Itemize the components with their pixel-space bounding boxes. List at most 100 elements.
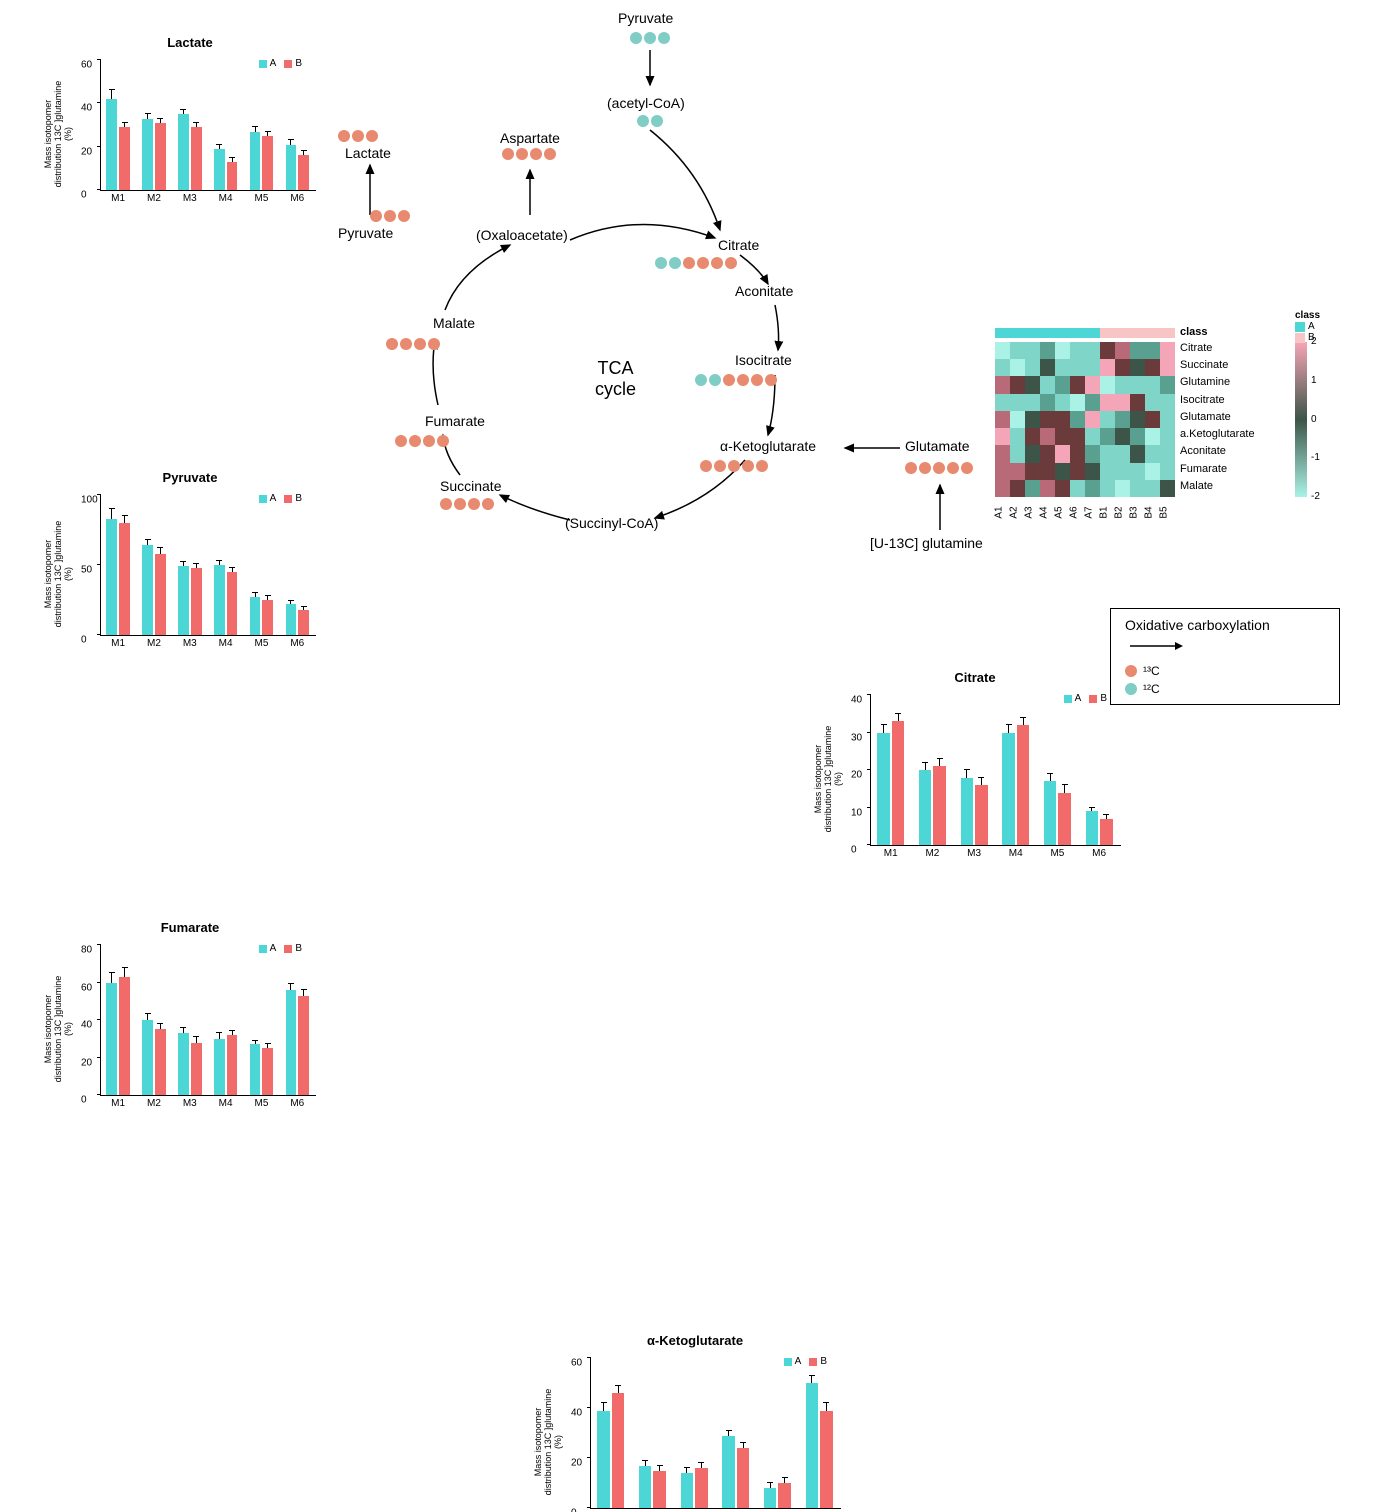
heatmap-cell bbox=[1160, 376, 1175, 393]
heatmap-cell bbox=[1040, 480, 1055, 497]
y-axis-label: Mass isotopomerdistribution 13C ]glutami… bbox=[813, 704, 843, 854]
x-tick: M4 bbox=[219, 1098, 233, 1109]
bar-b bbox=[612, 1393, 625, 1508]
y-tick: 30 bbox=[851, 732, 862, 743]
chart-legend: AB bbox=[1064, 693, 1115, 706]
y-tick: 10 bbox=[851, 807, 862, 818]
y-tick: 20 bbox=[81, 146, 92, 157]
isotope-dot-row bbox=[386, 338, 440, 350]
heatmap-cell bbox=[1085, 394, 1100, 411]
heatmap-cell bbox=[1070, 342, 1085, 359]
chart-aketo: α-KetoglutarateMass isotopomerdistributi… bbox=[545, 1333, 845, 1512]
node-citrate: Citrate bbox=[718, 237, 759, 253]
heatmap-cell bbox=[1145, 411, 1160, 428]
heatmap-cell bbox=[1100, 342, 1115, 359]
heatmap-cell bbox=[995, 411, 1010, 428]
heatmap-cell bbox=[1130, 359, 1145, 376]
heatmap-cell bbox=[1010, 342, 1025, 359]
heatmap-scale-tick: 0 bbox=[1311, 414, 1317, 425]
ox-carb-arrow-icon bbox=[1125, 639, 1185, 653]
bar-a bbox=[722, 1436, 735, 1509]
heatmap-cell bbox=[1160, 480, 1175, 497]
heatmap-row-label: Isocitrate bbox=[1180, 394, 1225, 406]
y-tick: 40 bbox=[81, 103, 92, 114]
chart-title: Citrate bbox=[825, 670, 1125, 685]
heatmap-cell bbox=[1115, 359, 1130, 376]
bar-b bbox=[1100, 819, 1113, 845]
x-tick: M4 bbox=[1009, 848, 1023, 859]
y-tick: 0 bbox=[571, 1508, 577, 1512]
bar-b bbox=[191, 568, 202, 635]
heatmap-cell bbox=[995, 463, 1010, 480]
isotope-dot-row bbox=[700, 460, 768, 472]
bar-a bbox=[877, 733, 890, 846]
bar-a bbox=[286, 604, 297, 635]
heatmap-cell bbox=[1085, 411, 1100, 428]
heatmap-cell bbox=[1025, 359, 1040, 376]
bar-a bbox=[142, 119, 153, 191]
heatmap-cell bbox=[1115, 342, 1130, 359]
heatmap-cell bbox=[1070, 394, 1085, 411]
heatmap-cell bbox=[1085, 445, 1100, 462]
bar-b bbox=[155, 123, 166, 190]
bar-a bbox=[250, 597, 261, 635]
heatmap-cell bbox=[1025, 411, 1040, 428]
bar-a bbox=[764, 1488, 777, 1508]
bar-a bbox=[961, 778, 974, 846]
bar-a bbox=[681, 1473, 694, 1508]
chart-title: α-Ketoglutarate bbox=[545, 1333, 845, 1348]
heatmap-cell bbox=[1115, 480, 1130, 497]
bar-b bbox=[119, 977, 130, 1095]
heatmap-cell bbox=[1130, 411, 1145, 428]
x-tick: M3 bbox=[687, 1511, 701, 1512]
heatmap-cell bbox=[1115, 445, 1130, 462]
heatmap-cell bbox=[1040, 445, 1055, 462]
chart-pyruvate: PyruvateMass isotopomerdistribution 13C … bbox=[60, 470, 320, 660]
heatmap-cell bbox=[1160, 411, 1175, 428]
chart-citrate: CitrateMass isotopomerdistribution 13C ]… bbox=[825, 670, 1125, 870]
bar-a bbox=[250, 1044, 261, 1095]
heatmap-col-label: B4 bbox=[1144, 506, 1155, 518]
isotope-dot-row bbox=[630, 32, 670, 44]
heatmap-cell bbox=[1145, 342, 1160, 359]
heatmap-cell bbox=[1055, 480, 1070, 497]
heatmap-cell bbox=[1040, 376, 1055, 393]
heatmap-cell bbox=[995, 480, 1010, 497]
x-tick: M4 bbox=[219, 638, 233, 649]
heatmap-cell bbox=[1130, 480, 1145, 497]
bar-b bbox=[119, 127, 130, 190]
heatmap-cell bbox=[1115, 411, 1130, 428]
heatmap-col-label: A1 bbox=[994, 506, 1005, 518]
node-acetylcoa: (acetyl-CoA) bbox=[607, 95, 685, 111]
bar-a bbox=[106, 99, 117, 190]
heatmap-cell bbox=[1145, 463, 1160, 480]
heatmap-cell bbox=[1040, 463, 1055, 480]
tca-center-label: TCA cycle bbox=[595, 358, 636, 400]
heatmap-col-label: B3 bbox=[1129, 506, 1140, 518]
heatmap-cell bbox=[1070, 359, 1085, 376]
y-tick: 20 bbox=[81, 1057, 92, 1068]
node-aketo: α-Ketoglutarate bbox=[720, 438, 816, 454]
heatmap-cell bbox=[1055, 411, 1070, 428]
heatmap-cell bbox=[1070, 445, 1085, 462]
heatmap-cell bbox=[1160, 445, 1175, 462]
heatmap-cell bbox=[1145, 480, 1160, 497]
heatmap: classCitrateSuccinateGlutamineIsocitrate… bbox=[995, 328, 1185, 523]
x-tick: M2 bbox=[645, 1511, 659, 1512]
heatmap-cell bbox=[1040, 428, 1055, 445]
bar-b bbox=[1058, 793, 1071, 846]
node-succinate: Succinate bbox=[440, 478, 501, 494]
bar-a bbox=[214, 149, 225, 190]
heatmap-cell bbox=[1100, 463, 1115, 480]
heatmap-cell bbox=[1055, 445, 1070, 462]
node-lactate: Lactate bbox=[345, 145, 391, 161]
node-aconitate: Aconitate bbox=[735, 283, 793, 299]
heatmap-scale-tick: -1 bbox=[1311, 452, 1320, 463]
bar-b bbox=[227, 572, 238, 635]
bar-b bbox=[298, 610, 309, 635]
bar-b bbox=[262, 136, 273, 190]
x-tick: M6 bbox=[1092, 848, 1106, 859]
heatmap-cell bbox=[1070, 463, 1085, 480]
bar-b bbox=[975, 785, 988, 845]
node-glutamine-src: [U-13C] glutamine bbox=[870, 535, 983, 551]
